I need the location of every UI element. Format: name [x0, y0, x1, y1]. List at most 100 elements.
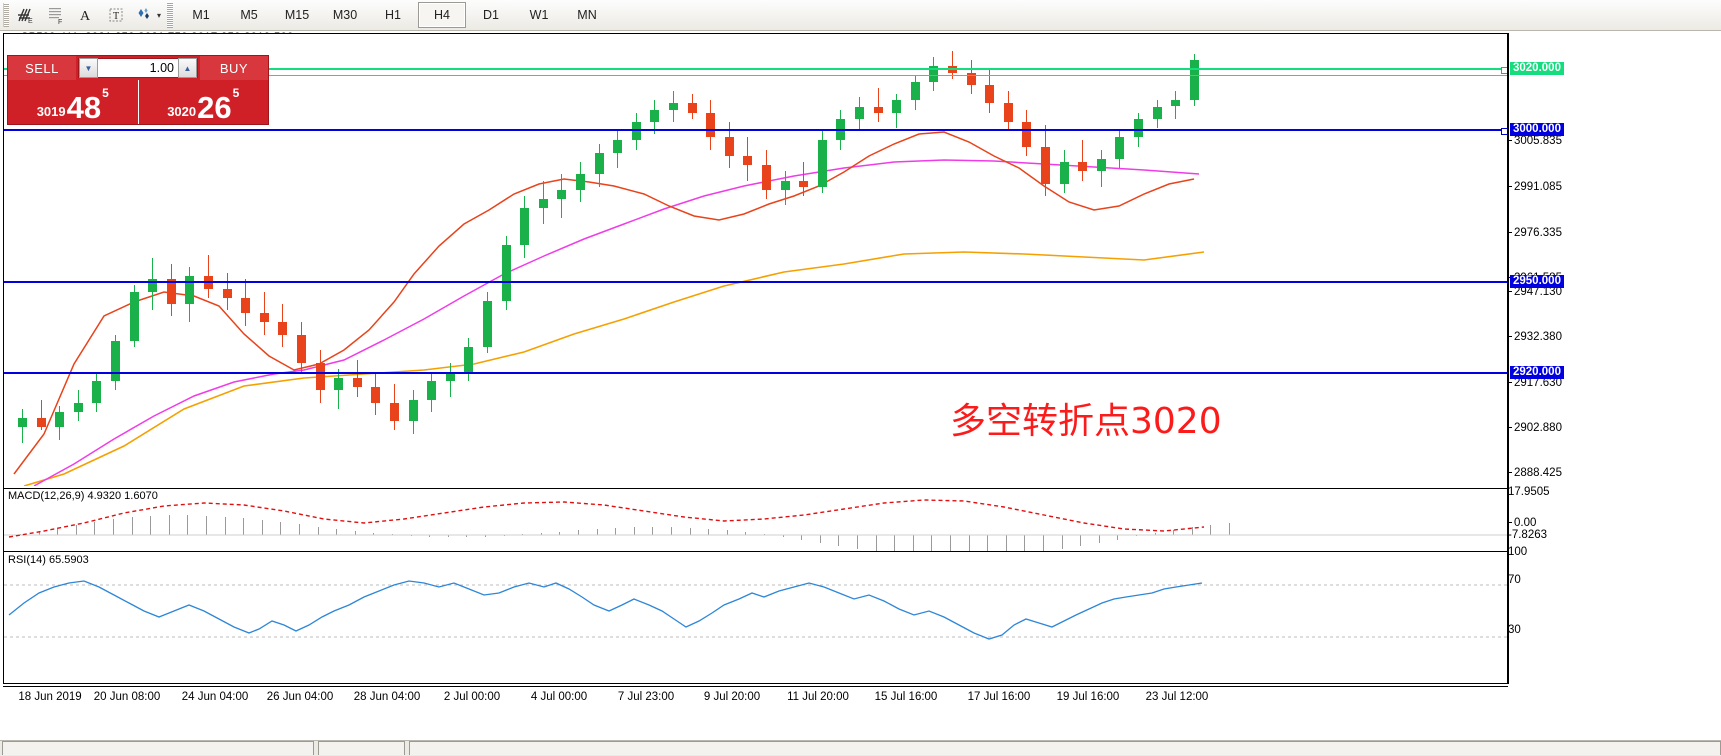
price-tick: 2917.630 [1508, 377, 1562, 389]
timeframe-h4[interactable]: H4 [418, 2, 467, 28]
macd-histogram-bar [1210, 524, 1212, 535]
bottom-tab-2[interactable] [318, 741, 405, 755]
text-tool-icon[interactable]: A [71, 2, 101, 28]
rsi-tick: 70 [1508, 574, 1521, 586]
macd-histogram-bar [968, 535, 970, 551]
candle-body [1115, 137, 1125, 159]
one-click-trading-panel[interactable]: SELL ▼ 1.00 ▲ BUY 3019 48 5 3020 26 5 [7, 55, 269, 125]
bid-pips: 48 [66, 89, 102, 125]
price-pane[interactable]: 多空转折点3020 [4, 34, 1507, 486]
timeframe-mn[interactable]: MN [577, 8, 597, 22]
candle-body [483, 300, 492, 348]
level-line-2950[interactable] [4, 281, 1507, 283]
candle-body [185, 276, 195, 304]
candle-wick [952, 50, 953, 79]
bid-quote[interactable]: 3019 48 5 [8, 80, 138, 124]
level-line-3020[interactable] [4, 68, 1507, 70]
level-line-2920[interactable] [4, 372, 1507, 374]
price-tick: 2932.380 [1508, 331, 1562, 343]
macd-histogram-layer [4, 489, 1507, 551]
candle-body [1134, 118, 1143, 138]
level-price-label-2920[interactable]: 2920.000 [1510, 366, 1564, 379]
candle-body [1059, 162, 1069, 184]
timeframe-m30[interactable]: M30 [332, 8, 358, 22]
time-tick: 17 Jul 16:00 [967, 691, 1031, 703]
level-handle-3000[interactable] [1501, 128, 1507, 135]
bottom-tab-1[interactable] [2, 741, 314, 755]
macd-pane[interactable]: MACD(12,26,9) 4.9320 1.6070 [4, 488, 1507, 552]
indicators-icon[interactable]: E [11, 2, 41, 28]
toolbar-grip[interactable] [3, 3, 9, 27]
candle-body [557, 189, 567, 200]
price-axis-line [1508, 33, 1509, 684]
macd-histogram-bar [559, 531, 561, 535]
candle-body [613, 140, 623, 153]
level-price-label-3000[interactable]: 3000.000 [1510, 123, 1564, 136]
macd-histogram-bar [299, 524, 300, 535]
bid-big-figure: 3019 [36, 104, 66, 119]
text-label-icon[interactable]: T [101, 2, 131, 28]
candle-body [873, 106, 883, 113]
svg-text:T: T [113, 11, 119, 22]
buy-button[interactable]: BUY [200, 56, 268, 80]
time-axis[interactable]: 18 Jun 2019 20 Jun 08:00 24 Jun 04:00 26… [3, 686, 1508, 712]
svg-text:A: A [80, 9, 91, 24]
price-tick: 3005.835 [1508, 135, 1562, 147]
bid-fraction: 5 [102, 86, 109, 100]
macd-histogram-bar [578, 530, 579, 535]
level-handle-3020[interactable] [1501, 67, 1507, 74]
timeframe-m15[interactable]: M15 [284, 8, 310, 22]
macd-histogram-bar [447, 535, 449, 538]
candle-wick [1082, 140, 1084, 181]
timeframe-m5[interactable]: M5 [240, 8, 258, 22]
bottom-tab-3[interactable] [409, 741, 1721, 755]
macd-histogram-bar [1098, 535, 1100, 543]
timeframe-toolbar-grip[interactable] [167, 2, 174, 28]
volume-decrease-icon[interactable]: ▼ [79, 58, 98, 78]
candle-body [743, 155, 753, 166]
macd-histogram-bar [633, 527, 635, 535]
macd-histogram-bar [261, 519, 263, 535]
macd-histogram-bar [894, 535, 896, 551]
chart-scroll-area[interactable] [3, 712, 1508, 726]
timeframe-d1[interactable]: D1 [483, 8, 499, 22]
macd-tick: 17.9505 [1508, 486, 1550, 498]
level-price-label-2950[interactable]: 2950.000 [1510, 275, 1564, 288]
macd-histogram-bar [1043, 535, 1044, 551]
ask-quote[interactable]: 3020 26 5 [137, 80, 269, 124]
macd-histogram-bar [317, 526, 319, 535]
volume-input[interactable]: 1.00 [149, 61, 174, 75]
objects-icon[interactable] [131, 2, 161, 28]
price-tick: 2991.085 [1508, 181, 1562, 193]
candle-body [724, 137, 734, 156]
macd-histogram-bar [168, 515, 170, 535]
candle-body [762, 165, 771, 190]
macd-histogram-bar [1173, 529, 1175, 535]
sell-button[interactable]: SELL [8, 56, 76, 80]
chart-frame[interactable]: 多空转折点3020 MACD(12,26,9) 4.9320 1.6070 RS… [3, 33, 1508, 684]
candle-body [278, 322, 288, 335]
macd-histogram-bar [1005, 535, 1007, 551]
macd-histogram-bar [540, 533, 542, 535]
volume-increase-icon[interactable]: ▲ [178, 58, 197, 78]
candle-body [390, 402, 399, 422]
timeframe-m1[interactable]: M1 [192, 8, 210, 22]
templates-icon[interactable]: F [41, 2, 71, 28]
time-tick: 24 Jun 04:00 [181, 691, 249, 703]
level-price-label-3020[interactable]: 3020.000 [1510, 62, 1564, 75]
time-tick: 28 Jun 04:00 [353, 691, 421, 703]
macd-histogram-bar [187, 515, 189, 535]
timeframe-h1[interactable]: H1 [385, 8, 401, 22]
level-line-3000[interactable] [4, 129, 1507, 131]
price-axis[interactable]: 3005.835 2991.085 2976.335 2961.585 2947… [1508, 33, 1718, 684]
rsi-tick: 100 [1508, 546, 1528, 558]
rsi-pane[interactable]: RSI(14) 65.5903 [4, 553, 1507, 683]
chart-annotation-text[interactable]: 多空转折点3020 [950, 401, 1222, 442]
candle-body [892, 100, 902, 113]
objects-dropdown-caret-icon[interactable]: ▾ [157, 10, 162, 20]
timeframe-w1[interactable]: W1 [529, 8, 549, 22]
volume-stepper[interactable]: ▼ 1.00 ▲ [78, 58, 198, 78]
candle-body [706, 112, 716, 138]
toolbar: E F A T [0, 0, 1721, 31]
